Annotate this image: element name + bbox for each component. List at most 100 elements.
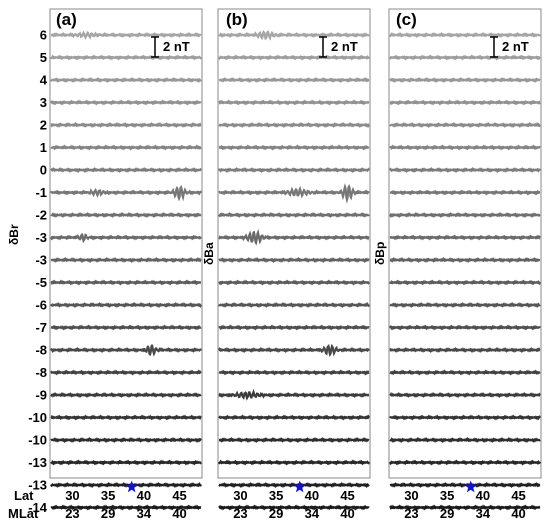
- mlat-tick-label: 40: [172, 506, 186, 521]
- lat-tick-label: 30: [233, 488, 247, 503]
- trace-b-row-14: [218, 343, 370, 358]
- epicenter-star: [464, 480, 477, 493]
- row-label: -15: [28, 523, 47, 525]
- mlat-tick-label: 29: [269, 506, 283, 521]
- trace-b-row-4: [218, 121, 370, 129]
- trace-c-row-9: [389, 234, 541, 241]
- scale-bar-label: 2 nT: [163, 39, 190, 54]
- mlat-tick-label: 34: [305, 506, 320, 521]
- panel-b-scale-bar: 2 nT: [319, 36, 358, 58]
- trace-c-row-8: [389, 211, 541, 219]
- panel-b: (b) δBa 2 nT: [202, 8, 371, 511]
- panel-a: (a) δBr 6 5 4 3 2 1 0 -1 -2 -3 -3 -5 -6 -7 -8 -8 -9 -10 -1…: [7, 8, 203, 525]
- row-label: -10: [28, 433, 47, 448]
- row-label: 0: [40, 163, 47, 178]
- trace-b-row-10: [218, 256, 370, 264]
- lat-tick-label: 35: [101, 488, 115, 503]
- mlat-tick-label: 34: [137, 506, 152, 521]
- lat-tick-label: 45: [172, 488, 186, 503]
- panel-c-frame: [388, 8, 542, 479]
- row-label: -2: [35, 208, 47, 223]
- trace-b-row-1: [218, 54, 370, 61]
- mlat-tick-label: 40: [511, 506, 525, 521]
- trace-c-row-21: [389, 504, 541, 511]
- mlat-tick-label: 23: [65, 506, 79, 521]
- lat-tick-label: 35: [269, 488, 283, 503]
- trace-b-row-21: [218, 504, 370, 511]
- panel-a-traces: [49, 30, 202, 511]
- row-label: -9: [35, 388, 47, 403]
- row-label: -5: [35, 275, 47, 290]
- trace-c-row-2: [389, 76, 541, 84]
- panel-b-ylabel: δBa: [202, 242, 216, 265]
- trace-a-row-8: [50, 211, 202, 219]
- panel-a-letter: (a): [56, 10, 77, 29]
- row-label: -3: [35, 230, 47, 245]
- trace-c-row-11: [389, 279, 542, 286]
- trace-c-row-16: [389, 391, 541, 399]
- row-label: -7: [35, 320, 47, 335]
- trace-b-row-19: [217, 459, 370, 466]
- trace-c-row-19: [389, 459, 541, 466]
- mlat-tick-label: 34: [476, 506, 491, 521]
- trace-a-row-13: [50, 324, 202, 331]
- trace-c-row-17: [389, 414, 541, 421]
- trace-b-row-2: [218, 76, 370, 84]
- trace-c-row-10: [389, 256, 541, 264]
- lat-tick-label: 45: [511, 488, 525, 503]
- row-label: 4: [40, 73, 48, 88]
- lat-tick-label: 30: [404, 488, 418, 503]
- trace-b-row-0: [218, 29, 370, 41]
- trace-b-row-11: [218, 279, 370, 286]
- trace-b-row-9: [218, 228, 370, 246]
- trace-b-row-3: [218, 99, 370, 106]
- trace-a-row-7: [50, 184, 202, 202]
- panel-a-frame: [49, 8, 203, 479]
- trace-a-row-19: [50, 459, 202, 466]
- trace-a-row-10: [50, 256, 202, 264]
- trace-a-row-4: [50, 121, 202, 129]
- row-label: -8: [35, 365, 47, 380]
- x-tick-labels: 30 35 40 45 23 29 34 40 30 35 40 45 23 29 34 40 30 35 40 45…: [65, 488, 526, 521]
- mlat-tick-label: 29: [440, 506, 454, 521]
- trace-b-row-6: [217, 166, 371, 174]
- lat-tick-label: 30: [65, 488, 79, 503]
- trace-a-row-6: [50, 166, 202, 174]
- trace-a-row-16: [50, 391, 202, 399]
- trace-a-row-17: [50, 414, 202, 421]
- trace-a-row-11: [50, 279, 202, 286]
- row-label: -1: [35, 185, 47, 200]
- trace-c-row-12: [389, 301, 541, 309]
- trace-c-row-5: [389, 144, 541, 151]
- trace-c-row-14: [389, 346, 541, 354]
- mlat-tick-label: 23: [233, 506, 247, 521]
- trace-a-row-3: [50, 99, 202, 106]
- mlat-tick-label: 23: [404, 506, 418, 521]
- x-axis-lat-label: Lat: [14, 488, 34, 503]
- row-label: 6: [40, 28, 47, 43]
- panel-c-traces: [389, 31, 542, 511]
- row-label: 5: [40, 50, 47, 65]
- scale-bar-label: 2 nT: [502, 39, 529, 54]
- trace-c-row-15: [389, 369, 541, 376]
- epicenter-markers: [125, 480, 477, 493]
- panel-c-scale-bar: 2 nT: [490, 36, 529, 58]
- trace-b-row-13: [218, 324, 370, 331]
- row-label: -13: [28, 478, 47, 493]
- trace-a-row-2: [50, 76, 202, 84]
- trace-b-row-15: [218, 369, 370, 376]
- trace-a-row-0: [50, 30, 202, 40]
- trace-a-row-1: [49, 54, 202, 61]
- trace-c-row-18: [389, 436, 541, 444]
- scale-bar-label: 2 nT: [331, 39, 358, 54]
- trace-b-row-16: [218, 388, 370, 401]
- panel-a-row-labels: 6 5 4 3 2 1 0 -1 -2 -3 -3 -5 -6 -7 -8 -8 -9 -10 -10 -13 -13 -…: [28, 28, 48, 525]
- trace-a-row-5: [50, 144, 202, 151]
- trace-b-row-7: [218, 183, 370, 204]
- row-label: -6: [35, 298, 47, 313]
- lat-tick-label: 35: [440, 488, 454, 503]
- trace-c-row-13: [389, 324, 541, 331]
- panel-a-ylabel: δBr: [7, 224, 21, 245]
- panel-c-letter: (c): [396, 10, 417, 29]
